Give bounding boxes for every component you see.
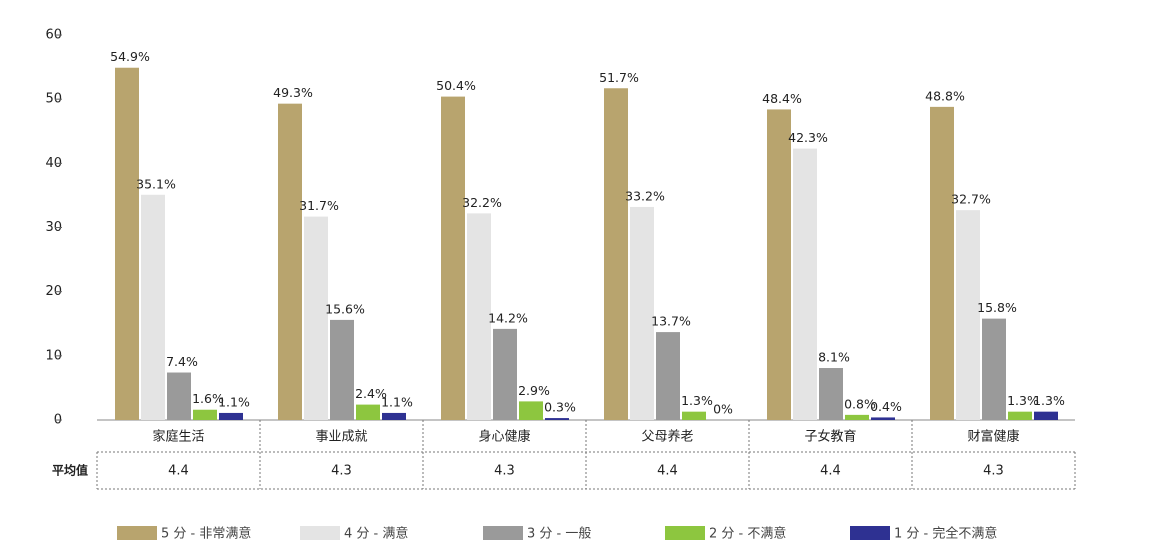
data-label: 0.3% — [544, 400, 576, 415]
x-tick-label: 父母养老 — [641, 429, 693, 445]
bar — [930, 106, 954, 420]
data-label: 48.4% — [762, 91, 802, 106]
bar — [219, 412, 243, 420]
bar — [682, 411, 706, 420]
data-label: 2.9% — [518, 383, 550, 398]
data-label: 33.2% — [625, 188, 665, 203]
legend-swatch — [117, 526, 157, 540]
bar — [493, 328, 517, 420]
data-label: 35.1% — [136, 176, 176, 191]
bar — [356, 404, 380, 420]
data-label: 13.7% — [651, 314, 691, 329]
data-label: 49.3% — [273, 85, 313, 100]
average-value: 4.4 — [168, 464, 189, 479]
bar — [141, 194, 165, 420]
bar — [193, 409, 217, 420]
x-tick-label: 身心健康 — [478, 429, 530, 445]
bar — [767, 109, 791, 420]
y-tick-label: 30 — [45, 220, 62, 235]
bar — [115, 67, 139, 420]
average-value: 4.3 — [494, 464, 515, 479]
bar — [519, 401, 543, 420]
bar — [278, 103, 302, 421]
bar — [871, 417, 895, 420]
bar — [845, 414, 869, 420]
data-label: 0.8% — [844, 396, 876, 411]
bar — [167, 372, 191, 420]
bar — [793, 148, 817, 420]
data-label: 2.4% — [355, 386, 387, 401]
x-tick-label: 财富健康 — [967, 429, 1019, 445]
bar — [982, 318, 1006, 420]
x-tick-label: 事业成就 — [315, 430, 367, 445]
average-value: 4.3 — [983, 464, 1004, 479]
data-label: 8.1% — [818, 350, 850, 365]
legend-swatch — [483, 526, 523, 540]
legend-swatch — [300, 526, 340, 540]
data-label: 1.6% — [192, 391, 224, 406]
average-value: 4.4 — [820, 464, 841, 479]
average-value: 4.3 — [331, 464, 352, 479]
x-tick-label: 子女教育 — [804, 429, 856, 445]
data-label: 1.1% — [218, 394, 250, 409]
bar — [1034, 411, 1058, 420]
bar — [819, 368, 843, 420]
y-tick-label: 50 — [45, 92, 62, 107]
legend-label: 3 分 - 一般 — [527, 526, 591, 542]
data-label: 1.1% — [381, 394, 413, 409]
bar — [304, 216, 328, 420]
legend-swatch — [665, 526, 705, 540]
bar — [330, 319, 354, 420]
data-label: 7.4% — [166, 354, 198, 369]
bar — [1008, 411, 1032, 420]
bar — [604, 88, 628, 420]
y-tick-label: 60 — [45, 28, 62, 43]
legend-label: 2 分 - 不满意 — [709, 526, 786, 542]
data-label: 51.7% — [599, 70, 639, 85]
data-label: 15.8% — [977, 300, 1017, 315]
data-label: 32.2% — [462, 195, 502, 210]
data-label: 32.7% — [951, 192, 991, 207]
legend-swatch — [850, 526, 890, 540]
data-label: 31.7% — [299, 198, 339, 213]
bar — [956, 210, 980, 420]
data-label: 14.2% — [488, 310, 528, 325]
bar — [656, 332, 680, 420]
data-label: 0% — [713, 402, 733, 417]
bar — [545, 418, 569, 420]
legend-label: 1 分 - 完全不满意 — [894, 526, 997, 542]
y-tick-label: 10 — [45, 348, 62, 363]
data-label: 42.3% — [788, 130, 828, 145]
bar — [630, 206, 654, 420]
x-tick-label: 家庭生活 — [152, 429, 204, 445]
bar — [382, 412, 406, 420]
legend-label: 4 分 - 满意 — [344, 526, 408, 542]
data-label: 0.4% — [870, 399, 902, 414]
bar — [441, 96, 465, 420]
y-tick-label: 20 — [45, 284, 62, 299]
table-row-label: 平均值 — [52, 463, 88, 478]
data-label: 54.9% — [110, 49, 150, 64]
bar — [467, 213, 491, 420]
data-label: 1.3% — [1033, 393, 1065, 408]
y-tick-label: 40 — [45, 156, 62, 171]
data-label: 15.6% — [325, 301, 365, 316]
data-label: 48.8% — [925, 88, 965, 103]
average-value: 4.4 — [657, 464, 678, 479]
data-label: 50.4% — [436, 78, 476, 93]
data-label: 1.3% — [681, 393, 713, 408]
legend-label: 5 分 - 非常满意 — [161, 526, 251, 542]
data-label: 1.3% — [1007, 393, 1039, 408]
